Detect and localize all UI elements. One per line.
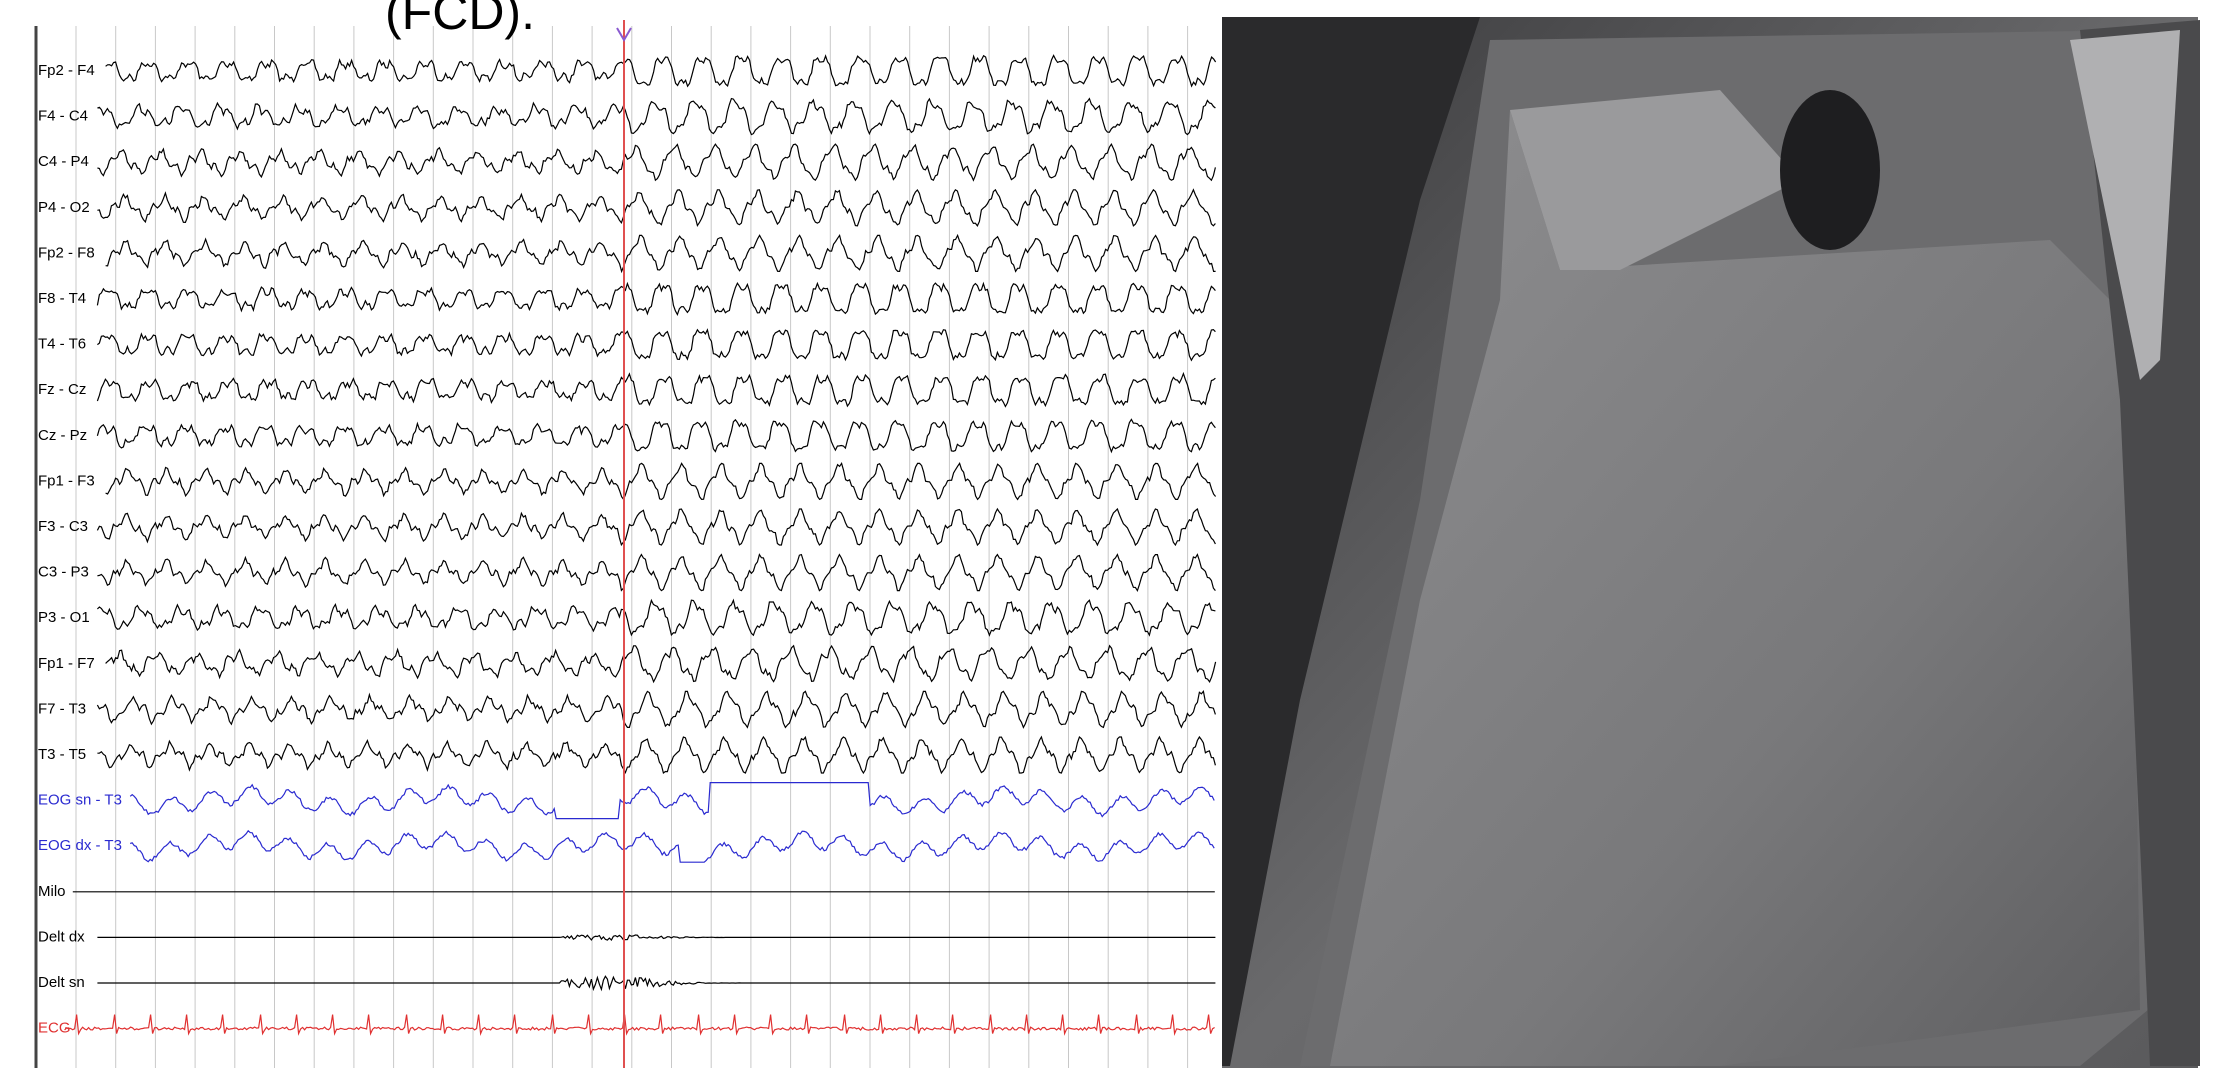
channel-label: EOG sn - T3: [38, 792, 122, 809]
channel-label: T3 - T5: [38, 746, 86, 763]
channel-label: T4 - T6: [38, 336, 86, 353]
channel-label: Fp2 - F4: [38, 62, 95, 79]
channel-label: F3 - C3: [38, 518, 88, 535]
page: Fp2 - F4 F4 - C4 C4 - P4 P4 - O2 Fp2 - F8 F8 …: [0, 0, 2224, 1068]
channel-label: Cz - Pz: [38, 427, 87, 444]
channel-label: Delt dx: [38, 928, 85, 945]
channel-label: Milo: [38, 883, 66, 900]
eeg-screen: Fp2 - F4 F4 - C4 C4 - P4 P4 - O2 Fp2 - F8 F8 …: [0, 0, 2224, 1068]
channel-label: C4 - P4: [38, 153, 89, 170]
channel-label: Fz - Cz: [38, 381, 86, 398]
caption: (FCD).: [385, 0, 535, 40]
channel-label: Delt sn: [38, 974, 85, 991]
channel-label: P4 - O2: [38, 199, 90, 216]
channel-label: Fp1 - F3: [38, 472, 95, 489]
channel-label: Fp1 - F7: [38, 655, 95, 672]
channel-label: F8 - T4: [38, 290, 86, 307]
channel-label: C3 - P3: [38, 564, 89, 581]
channel-label: Fp2 - F8: [38, 244, 95, 261]
head: [1780, 90, 1880, 250]
channel-label: P3 - O1: [38, 609, 90, 626]
video-frame: [1222, 17, 2200, 1068]
channel-label: F7 - T3: [38, 700, 86, 717]
channel-label: EOG dx - T3: [38, 837, 122, 854]
channel-label: F4 - C4: [38, 108, 88, 125]
